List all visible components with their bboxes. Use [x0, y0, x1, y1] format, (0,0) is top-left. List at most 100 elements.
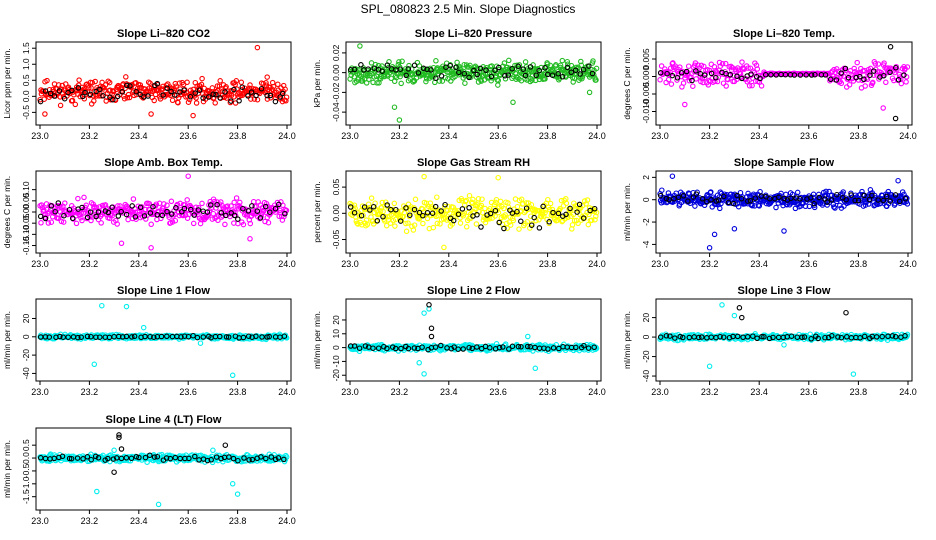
data-point-black — [689, 77, 695, 84]
data-point — [232, 209, 238, 216]
data-point — [585, 221, 592, 228]
data-point — [593, 77, 599, 83]
x-tick-label: 23.8 — [539, 387, 557, 397]
x-tick-label: 23.8 — [850, 259, 868, 269]
data-point — [62, 200, 68, 206]
y-tick-label: -0.005 — [641, 82, 651, 106]
data-point — [161, 201, 167, 207]
data-point — [283, 94, 290, 100]
data-point — [706, 363, 713, 370]
data-point — [846, 82, 853, 88]
data-point-black — [505, 72, 511, 78]
data-point-black — [715, 197, 722, 203]
data-point — [388, 212, 395, 218]
data-point-black — [666, 196, 672, 203]
data-point — [720, 80, 727, 86]
data-point-black — [114, 93, 121, 100]
x-tick-label: 23.8 — [539, 259, 557, 269]
plot-frame — [655, 41, 913, 126]
data-point-black — [843, 309, 849, 316]
data-point-black — [822, 72, 829, 78]
data-point-black — [222, 89, 228, 95]
data-point-black — [411, 62, 418, 69]
data-point — [215, 217, 221, 224]
data-point — [723, 83, 729, 89]
data-point — [233, 78, 240, 84]
data-point-black — [520, 66, 527, 72]
data-point-black — [433, 75, 439, 81]
x-tick-label: 23.4 — [130, 259, 148, 269]
data-point-black — [589, 70, 596, 77]
data-point — [840, 189, 846, 195]
data-point — [457, 220, 464, 226]
data-point — [57, 102, 64, 109]
data-point — [717, 205, 723, 212]
data-point — [264, 96, 271, 102]
data-point — [524, 219, 531, 225]
data-point-black — [384, 62, 391, 68]
data-point — [667, 65, 674, 72]
plot-frame — [345, 298, 602, 382]
data-point — [558, 197, 565, 204]
data-point — [479, 196, 485, 202]
data-point — [753, 62, 760, 69]
chart-title: Slope Amb. Box Temp. — [104, 157, 223, 169]
y-tick-label: -40 — [641, 370, 651, 383]
x-tick-label: 23.6 — [179, 131, 197, 141]
data-point — [523, 200, 530, 206]
data-point — [870, 79, 876, 86]
x-tick-label: 24.0 — [899, 259, 917, 269]
data-point — [588, 217, 595, 224]
data-point — [493, 199, 499, 206]
data-point — [42, 111, 48, 117]
data-point-black — [115, 213, 122, 219]
data-point — [365, 201, 372, 207]
data-point-black — [168, 211, 175, 217]
data-point — [559, 57, 566, 64]
data-point — [148, 245, 154, 251]
data-point-black — [420, 212, 426, 219]
x-tick-label: 23.8 — [850, 387, 868, 397]
data-point-black — [580, 215, 587, 221]
y-tick-label: -10 — [331, 355, 341, 368]
data-point-black — [509, 65, 515, 72]
data-point-black — [100, 93, 106, 99]
data-point — [504, 225, 510, 231]
data-point-black — [187, 93, 194, 100]
data-point — [195, 205, 202, 211]
x-tick-label: 23.0 — [341, 259, 359, 269]
y-tick-label: 0.05 — [21, 192, 31, 209]
data-point-black — [429, 210, 436, 216]
data-point-black — [217, 95, 223, 101]
data-point — [731, 312, 738, 319]
y-axis-label: ml/min per min. — [312, 311, 322, 369]
data-point — [123, 74, 129, 80]
data-point — [434, 220, 441, 227]
data-point — [549, 206, 556, 213]
data-point-black — [150, 203, 156, 210]
data-point-black — [527, 64, 534, 70]
x-tick-label: 23.2 — [81, 516, 99, 526]
data-point — [379, 199, 386, 206]
data-point — [875, 61, 882, 67]
data-point-black — [407, 212, 413, 218]
data-point — [520, 201, 526, 207]
data-point — [547, 200, 554, 207]
data-point — [462, 80, 468, 86]
data-point-black — [272, 205, 279, 212]
data-point-black — [231, 212, 238, 219]
data-point — [213, 205, 219, 211]
y-tick-label: 0 — [641, 334, 651, 339]
data-point — [133, 91, 140, 98]
data-point-black — [474, 212, 480, 218]
data-point-black — [109, 204, 115, 211]
data-point — [496, 203, 502, 210]
data-point-black — [173, 205, 179, 211]
data-point-black — [902, 195, 909, 202]
data-point — [739, 59, 745, 65]
data-point — [715, 74, 722, 81]
x-tick-label: 23.4 — [750, 259, 768, 269]
